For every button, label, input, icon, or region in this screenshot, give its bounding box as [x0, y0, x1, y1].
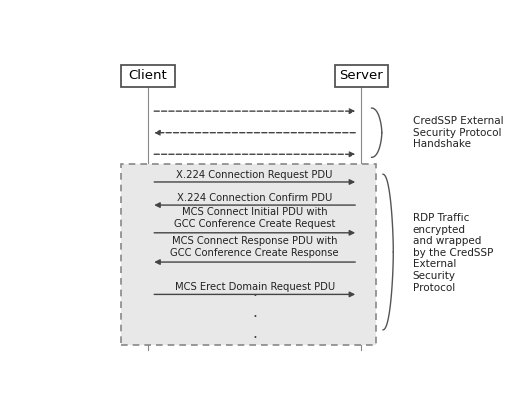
Text: Server: Server [340, 69, 383, 82]
Text: X.224 Connection Request PDU: X.224 Connection Request PDU [177, 170, 333, 180]
Text: ·
·
·: · · · [252, 289, 257, 346]
Text: MCS Connect Initial PDU with
GCC Conference Create Request: MCS Connect Initial PDU with GCC Confere… [174, 207, 335, 229]
FancyBboxPatch shape [335, 65, 388, 86]
Text: X.224 Connection Confirm PDU: X.224 Connection Confirm PDU [177, 193, 332, 203]
Text: MCS Erect Domain Request PDU: MCS Erect Domain Request PDU [175, 282, 335, 292]
Text: CredSSP External
Security Protocol
Handshake: CredSSP External Security Protocol Hands… [413, 116, 503, 149]
Text: Client: Client [129, 69, 168, 82]
Text: RDP Traffic
encrypted
and wrapped
by the CredSSP
External
Security
Protocol: RDP Traffic encrypted and wrapped by the… [413, 213, 493, 293]
Text: MCS Connect Response PDU with
GCC Conference Create Response: MCS Connect Response PDU with GCC Confer… [170, 236, 339, 258]
FancyBboxPatch shape [122, 65, 175, 86]
FancyBboxPatch shape [122, 164, 376, 345]
